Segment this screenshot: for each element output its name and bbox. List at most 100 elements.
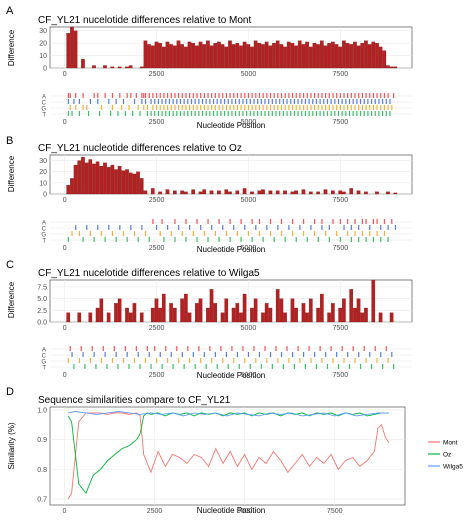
- base-tick-t: [172, 364, 174, 369]
- base-tick-c: [155, 225, 158, 230]
- x-tick-label: 7500: [333, 372, 349, 379]
- base-tick-c: [347, 352, 349, 357]
- base-tick-c: [293, 99, 295, 104]
- base-tick-t: [326, 364, 329, 369]
- difference-bar: [275, 289, 280, 323]
- difference-bar: [66, 312, 71, 323]
- base-tick-g: [75, 105, 77, 110]
- difference-bar: [312, 43, 317, 69]
- base-tick-c: [312, 99, 314, 104]
- difference-bar: [316, 191, 320, 195]
- base-tick-g: [369, 231, 371, 236]
- base-tick-a: [181, 93, 183, 98]
- base-tick-t: [358, 237, 360, 242]
- base-tick-c: [161, 99, 163, 104]
- difference-bar: [106, 312, 111, 323]
- difference-bar: [73, 30, 78, 69]
- base-tick-g: [236, 231, 239, 236]
- base-tick-c: [97, 225, 99, 230]
- base-tick-a: [336, 93, 338, 98]
- difference-bar: [92, 65, 96, 69]
- x-tick-label: 5000: [241, 197, 257, 204]
- base-tick-g: [69, 105, 71, 110]
- difference-bar: [70, 178, 74, 195]
- base-tick-t: [161, 111, 163, 116]
- base-tick-c: [337, 99, 340, 104]
- base-tick-c: [381, 99, 384, 104]
- y-tick-label: 7.5: [37, 285, 47, 292]
- base-tick-t: [257, 111, 259, 116]
- difference-bar: [319, 293, 324, 323]
- base-tick-c: [328, 225, 330, 230]
- y-tick-label: 5.0: [37, 296, 47, 303]
- panel-c-ylabel: Difference: [7, 281, 16, 318]
- base-tick-a: [225, 93, 228, 98]
- difference-bar: [367, 44, 372, 69]
- base-tick-c: [343, 225, 345, 230]
- base-tick-a: [174, 219, 176, 224]
- difference-bar: [275, 190, 280, 195]
- base-tick-g: [347, 105, 349, 110]
- difference-bar: [264, 41, 269, 69]
- base-tick-t: [82, 237, 84, 242]
- difference-bar: [286, 41, 291, 69]
- base-tick-c: [374, 99, 376, 104]
- base-tick-a: [240, 219, 242, 224]
- difference-bar: [349, 188, 354, 195]
- base-tick-c: [330, 99, 332, 104]
- base-tick-t: [174, 237, 176, 242]
- base-tick-c: [260, 99, 262, 104]
- difference-bar: [294, 45, 298, 69]
- base-tick-a: [299, 93, 301, 98]
- difference-bar: [150, 188, 155, 195]
- base-tick-a: [376, 219, 378, 224]
- base-tick-t: [176, 111, 178, 116]
- base-tick-t: [348, 364, 351, 369]
- base-tick-g: [189, 358, 191, 363]
- base-tick-a: [152, 93, 154, 98]
- difference-bar: [158, 307, 162, 323]
- difference-bar: [375, 43, 379, 69]
- base-tick-a: [321, 219, 323, 224]
- difference-bar: [239, 312, 243, 323]
- base-tick-g: [383, 105, 386, 110]
- difference-bar: [110, 164, 115, 195]
- base-tick-a: [67, 93, 69, 98]
- x-tick-label: 0: [63, 71, 67, 78]
- y-tick-label: 30: [39, 28, 47, 35]
- base-tick-a: [277, 93, 279, 98]
- base-label-a: A: [42, 221, 46, 227]
- base-tick-c: [380, 225, 382, 230]
- difference-bar: [77, 160, 82, 195]
- difference-bar: [228, 191, 232, 195]
- difference-bar: [184, 293, 188, 323]
- base-tick-a: [339, 219, 341, 224]
- base-tick-t: [229, 237, 231, 242]
- base-tick-c: [141, 99, 143, 104]
- difference-bar: [250, 46, 254, 69]
- base-tick-t: [128, 364, 130, 369]
- difference-bar: [246, 44, 251, 69]
- base-tick-t: [99, 111, 101, 116]
- base-tick-g: [354, 105, 356, 110]
- base-tick-g: [185, 105, 187, 110]
- base-tick-a: [266, 93, 268, 98]
- base-tick-t: [117, 111, 119, 116]
- base-tick-g: [133, 358, 136, 363]
- base-tick-g: [178, 105, 180, 110]
- base-tick-t: [185, 237, 187, 242]
- base-tick-t: [341, 111, 343, 116]
- base-tick-a: [347, 93, 349, 98]
- base-tick-g: [144, 231, 147, 236]
- x-tick-label: 0: [63, 197, 67, 204]
- difference-bar: [209, 190, 214, 195]
- base-tick-c: [225, 352, 228, 357]
- base-tick-a: [251, 93, 253, 98]
- base-tick-a: [135, 346, 137, 351]
- base-tick-c: [157, 99, 160, 104]
- difference-bar: [364, 307, 368, 323]
- base-tick-a: [161, 219, 163, 224]
- base-tick-t: [275, 111, 277, 116]
- base-tick-a: [380, 93, 382, 98]
- x-tick-label: 7500: [333, 71, 349, 78]
